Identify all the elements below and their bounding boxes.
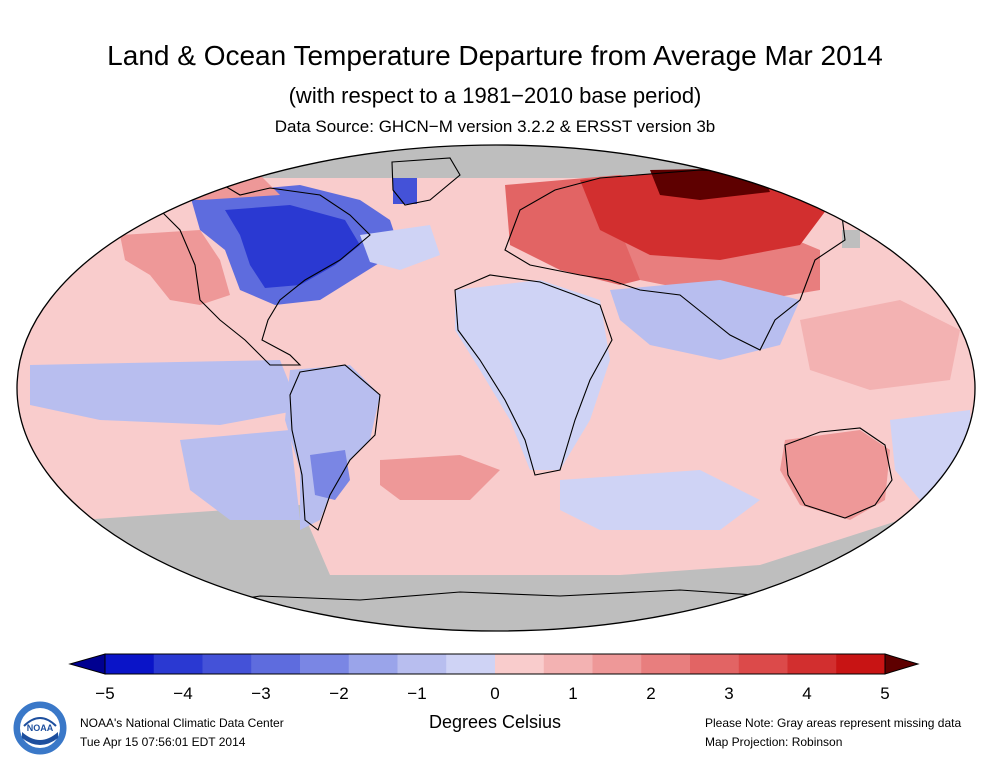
world-map	[16, 144, 976, 632]
africa-cool	[455, 280, 610, 470]
east-pacific-cool-band	[30, 360, 300, 425]
colorbar-bin	[202, 654, 252, 674]
colorbar-units: Degrees Celsius	[428, 712, 562, 732]
colorbar-tick-label: 5	[880, 684, 890, 703]
colorbar-tick-label: 4	[802, 684, 812, 703]
colorbar-bin	[251, 654, 301, 674]
colorbar-tick-label: 1	[568, 684, 578, 703]
colorbar	[68, 653, 920, 675]
colorbar-tick-label: −5	[95, 684, 115, 703]
colorbar-bin	[690, 654, 740, 674]
data-source: Data Source: GHCN−M version 3.2.2 & ERSS…	[274, 117, 716, 136]
southern-indian-cool	[560, 470, 760, 530]
noaa-logo: NOAA	[12, 700, 68, 756]
colorbar-bin	[495, 654, 545, 674]
south-asia-cool	[610, 280, 800, 360]
colorbar-bin	[836, 654, 886, 674]
west-pacific-warm	[800, 300, 960, 390]
colorbar-high-arrow	[884, 653, 920, 675]
map-subtitle: (with respect to a 1981−2010 base period…	[288, 83, 702, 108]
northwest-atlantic-cool	[360, 225, 440, 270]
colorbar-bin	[787, 654, 837, 674]
footer-projection: Map Projection: Robinson	[705, 735, 843, 749]
colorbar-bin	[738, 654, 788, 674]
colorbar-bin	[153, 654, 203, 674]
colorbar-bin	[446, 654, 496, 674]
south-atlantic-warm	[380, 455, 500, 500]
footer-note: Please Note: Gray areas represent missin…	[705, 716, 962, 730]
australia-warm	[780, 430, 890, 520]
footer-org: NOAA's National Climatic Data Center	[80, 716, 284, 730]
colorbar-tick-label: 2	[646, 684, 656, 703]
argentina-cold	[310, 450, 350, 500]
nw-asia-missing	[842, 230, 860, 248]
footer-timestamp: Tue Apr 15 07:56:01 EDT 2014	[80, 735, 246, 749]
colorbar-tick-label: −3	[251, 684, 271, 703]
colorbar-tick-label: −1	[407, 684, 427, 703]
colorbar-tick-label: −2	[329, 684, 349, 703]
colorbar-tick-label: 3	[724, 684, 734, 703]
west-us-warm	[120, 230, 230, 305]
colorbar-bin	[348, 654, 398, 674]
colorbar-bin	[300, 654, 350, 674]
colorbar-bin	[105, 654, 155, 674]
colorbar-bin	[543, 654, 593, 674]
colorbar-bin	[397, 654, 447, 674]
map-outline	[16, 144, 976, 632]
colorbar-bin	[641, 654, 691, 674]
southeast-pacific-cool	[180, 430, 300, 520]
greenland-cold-patch	[393, 178, 417, 204]
colorbar-bins	[104, 653, 886, 675]
svg-text:NOAA: NOAA	[27, 723, 54, 733]
colorbar-tick-label: −4	[173, 684, 193, 703]
colorbar-bin	[592, 654, 642, 674]
colorbar-tick-label: 0	[490, 684, 500, 703]
siberia-hot	[580, 170, 830, 260]
south-america-cool	[285, 365, 380, 530]
map-title: Land & Ocean Temperature Departure from …	[107, 40, 883, 71]
colorbar-low-arrow	[68, 653, 106, 675]
